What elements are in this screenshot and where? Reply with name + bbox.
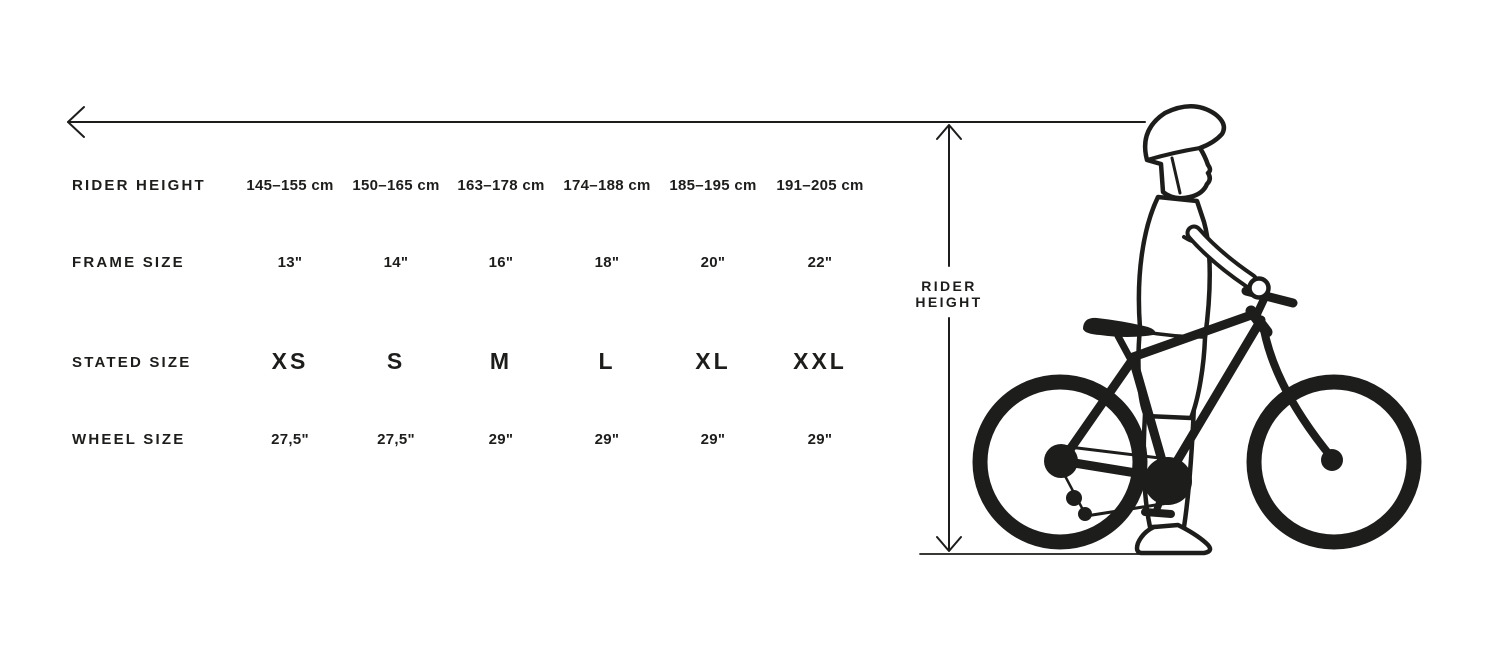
rear-cassette: [1044, 444, 1078, 478]
size-value: 174–188 cm: [563, 177, 651, 194]
size-value: M: [489, 348, 513, 374]
size-value: 150–165 cm: [352, 177, 440, 194]
helmet-strap: [1170, 156, 1182, 195]
saddle: [1083, 317, 1156, 337]
size-value: XL: [695, 348, 731, 374]
derailleur-lower: [1078, 507, 1092, 521]
row-label: FRAME SIZE: [72, 254, 185, 271]
size-value: L: [598, 348, 616, 374]
size-value: 22": [807, 254, 833, 271]
size-value: 14": [383, 254, 409, 271]
size-value: 145–155 cm: [246, 177, 334, 194]
size-value: 20": [700, 254, 726, 271]
rider-shoe: [1134, 522, 1213, 556]
size-value: 163–178 cm: [457, 177, 545, 194]
seatpost: [1114, 332, 1135, 364]
size-value: 185–195 cm: [669, 177, 757, 194]
row-label: RIDER HEIGHT: [72, 177, 206, 194]
size-value: 29": [488, 431, 514, 448]
rear-wheel: [972, 374, 1148, 550]
rider-hand: [1247, 276, 1271, 300]
size-value: 16": [488, 254, 514, 271]
rider-height-arrow-bottom: [936, 317, 962, 552]
helmet-rim-line: [1145, 146, 1202, 162]
size-value: 18": [594, 254, 620, 271]
front-hub: [1321, 449, 1343, 471]
size-value: 29": [807, 431, 833, 448]
rider-arm: [1185, 224, 1271, 300]
row-label: WHEEL SIZE: [72, 431, 186, 448]
derailleur-upper: [1066, 490, 1082, 506]
front-wheel: [1246, 374, 1422, 550]
rider-torso: [1136, 194, 1212, 421]
chain-top: [1059, 444, 1170, 461]
bike-illustration: [972, 286, 1422, 550]
size-value: 13": [277, 254, 303, 271]
size-value: 27,5": [271, 431, 309, 448]
rider-height-arrow-top: [936, 124, 962, 267]
row-label: STATED SIZE: [72, 354, 192, 371]
size-value: XXL: [793, 348, 847, 374]
size-value: 29": [700, 431, 726, 448]
measure-label-line2: HEIGHT: [915, 294, 983, 310]
fork: [1260, 326, 1336, 462]
size-value: 29": [594, 431, 620, 448]
rider-height-measure-label: RIDER HEIGHT: [869, 278, 1029, 310]
measure-label-line1: RIDER: [921, 278, 977, 294]
size-value: XS: [271, 348, 309, 374]
left-arrowhead-icon: [67, 106, 85, 138]
size-value: 27,5": [377, 431, 415, 448]
size-value: S: [386, 348, 406, 374]
chainring: [1144, 457, 1192, 505]
chain-bottom: [1084, 501, 1170, 518]
size-value: 191–205 cm: [776, 177, 864, 194]
pedal: [1141, 508, 1175, 518]
